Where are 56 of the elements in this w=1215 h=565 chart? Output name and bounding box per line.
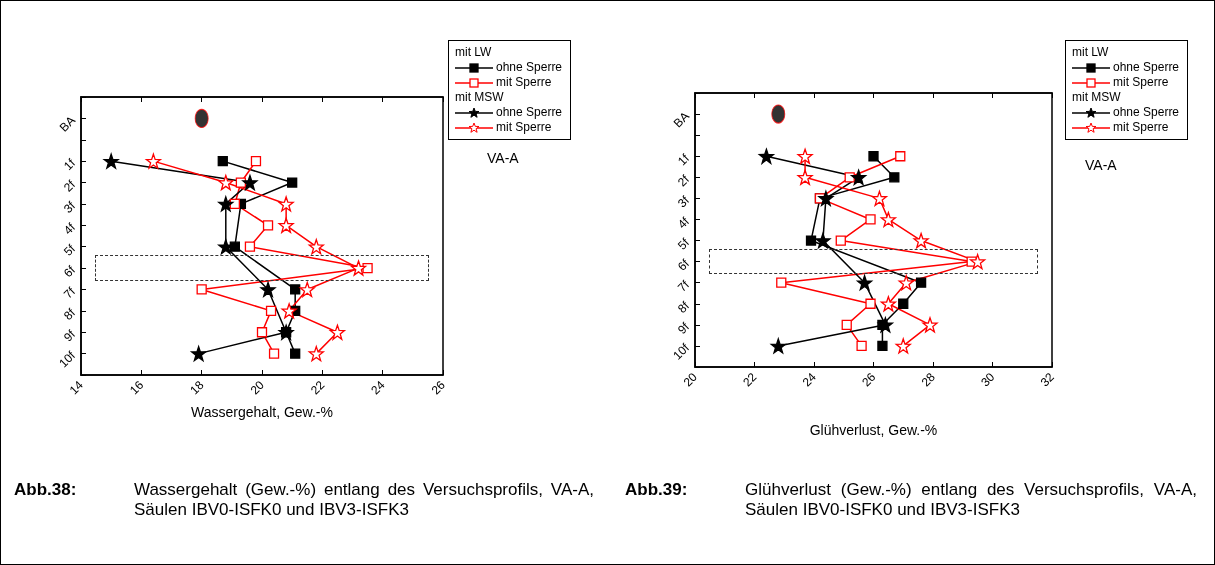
x-axis-title: Wassergehalt, Gew.-% <box>191 404 333 420</box>
y-tick-label: 3f <box>60 198 79 216</box>
x-axis-title: Glühverlust, Gew.-% <box>809 422 938 438</box>
caption: Abb.38: <box>14 480 78 501</box>
text: mit LW <box>455 45 493 60</box>
x-tick-label: 20 <box>247 377 268 398</box>
y-tick-label: 4f <box>674 214 693 232</box>
legend-label: ohne Sperre <box>1113 105 1180 120</box>
text: mit MSW <box>1072 90 1122 105</box>
x-tick-label: 22 <box>740 369 760 390</box>
x-tick-label: 20 <box>680 369 701 390</box>
x-tick-label: 26 <box>859 369 879 390</box>
legend-label: mit Sperre <box>496 75 552 90</box>
text: VA-A <box>487 150 519 166</box>
y-tick-label: 9f <box>674 319 693 337</box>
y-tick-label: 6f <box>674 256 693 274</box>
y-tick-label: BA <box>56 113 78 135</box>
text: mit LW <box>1072 45 1110 60</box>
legend-label: ohne Sperre <box>496 60 563 75</box>
y-tick-label: 5f <box>60 241 79 259</box>
y-tick-label: 2f <box>60 177 79 195</box>
x-tick-label: 24 <box>799 369 820 390</box>
legend-label: ohne Sperre <box>1113 60 1180 75</box>
y-tick-label: 6f <box>60 262 79 281</box>
y-tick-label: 3f <box>674 192 693 211</box>
y-tick-label: 2f <box>674 171 693 190</box>
x-tick-label: 18 <box>187 377 207 398</box>
y-tick-label: 8f <box>674 298 693 316</box>
x-tick-label: 14 <box>66 377 87 398</box>
text: VA-A <box>1085 157 1117 173</box>
legend-label: mit Sperre <box>1113 75 1169 90</box>
x-tick-label: 28 <box>918 369 939 390</box>
y-tick-label: 5f <box>674 235 693 253</box>
y-tick-label: 10f <box>670 340 693 363</box>
y-tick-label: BA <box>670 109 692 131</box>
y-tick-label: 9f <box>60 326 79 345</box>
x-tick-label: 22 <box>307 377 328 398</box>
text: Wassergehalt (Gew.-%) entlang des Versuchsprofils, VA-A, Säulen IBV0-ISFK0 und IBV3-ISFK3 <box>134 480 594 520</box>
y-tick-label: 10f <box>56 348 79 371</box>
x-tick-label: 26 <box>428 377 449 398</box>
x-tick-label: 30 <box>978 369 998 390</box>
x-tick-label: 32 <box>1037 369 1058 390</box>
x-tick-label: 16 <box>126 377 147 398</box>
y-tick-label: 4f <box>60 219 79 238</box>
legend-label: mit Sperre <box>496 120 552 135</box>
legend-label: mit Sperre <box>1113 120 1169 135</box>
x-tick-label: 24 <box>368 377 388 398</box>
legend-label: ohne Sperre <box>496 105 563 120</box>
y-tick-label: 1f <box>60 155 79 174</box>
y-tick-label: 7f <box>60 284 79 302</box>
y-tick-label: 8f <box>60 305 79 323</box>
caption: Abb.39: <box>625 480 689 501</box>
text: mit MSW <box>455 90 505 105</box>
text: Glühverlust (Gew.-%) entlang des Versuchsprofils, VA-A, Säulen IBV0-ISFK0 und IBV3-ISFK3 <box>745 480 1197 520</box>
y-tick-label: 7f <box>674 277 693 295</box>
y-tick-label: 1f <box>674 150 693 169</box>
